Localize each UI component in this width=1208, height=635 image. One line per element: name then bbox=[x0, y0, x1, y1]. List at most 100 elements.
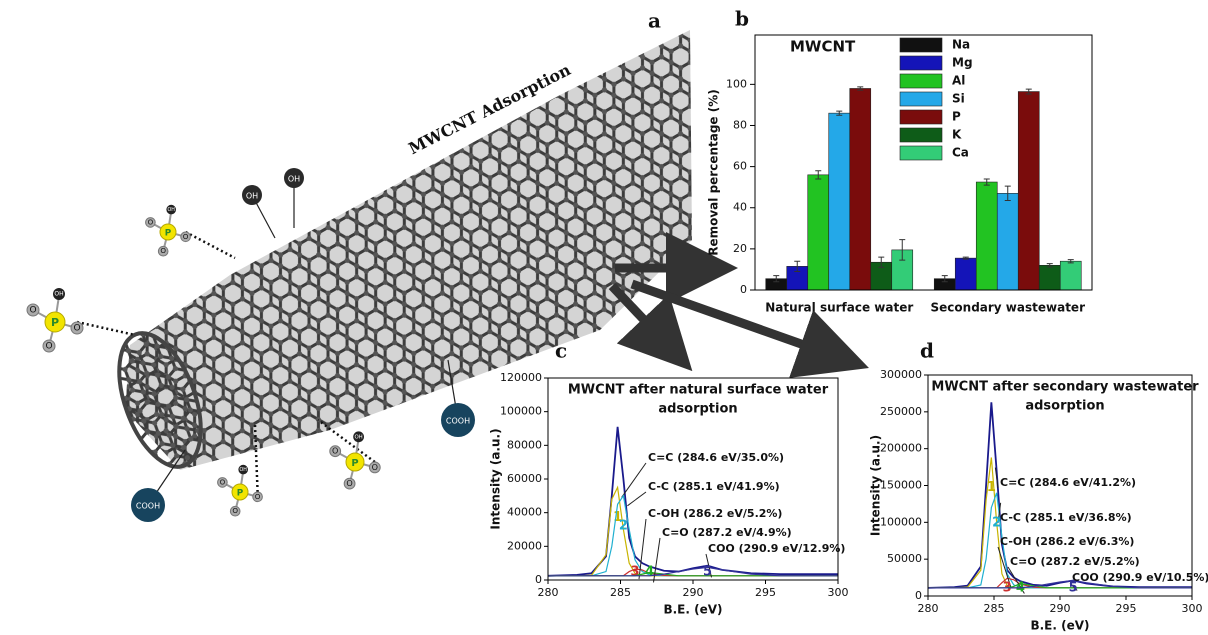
bar bbox=[1017, 91, 1040, 291]
oxygen-label: O bbox=[232, 506, 238, 515]
plot-frame bbox=[754, 34, 1093, 291]
leader-line bbox=[1007, 566, 1025, 594]
y-tick-label: 0 bbox=[740, 283, 747, 296]
error-bar bbox=[1046, 263, 1053, 268]
peak-label: 5 bbox=[1069, 581, 1078, 596]
oxygen-label: O bbox=[220, 477, 226, 486]
annotation: C-OH (286.2 eV/6.3%) bbox=[1000, 535, 1134, 548]
x-axis-label: B.E. (eV) bbox=[1030, 619, 1089, 633]
bar bbox=[954, 257, 977, 291]
arrows bbox=[608, 232, 869, 378]
leader-line bbox=[627, 491, 647, 507]
peak-label: 1 bbox=[987, 480, 996, 495]
oxygen bbox=[343, 477, 356, 490]
plot-frame bbox=[927, 374, 1193, 597]
leader-line bbox=[997, 502, 1002, 524]
bar bbox=[828, 112, 851, 291]
oxygen-label: O bbox=[160, 246, 166, 255]
oh-label: OH bbox=[354, 434, 362, 440]
y-axis-label: Intensity (a.u.) bbox=[869, 435, 883, 536]
y-tick-label: 40 bbox=[733, 201, 747, 214]
error-bar bbox=[1004, 185, 1011, 202]
carboxyl-label: COOH bbox=[446, 417, 470, 426]
leader-line bbox=[997, 546, 1012, 589]
legend-swatch bbox=[899, 109, 943, 125]
x-tick-label: Natural surface water bbox=[765, 301, 913, 315]
bar bbox=[975, 181, 998, 291]
oh-label: OH bbox=[168, 207, 176, 213]
phosphorus bbox=[231, 483, 249, 501]
y-tick-label: 80 bbox=[733, 118, 747, 131]
error-bar bbox=[836, 110, 843, 116]
oxygen bbox=[42, 339, 56, 353]
hydroxyl bbox=[242, 185, 262, 205]
y-tick-label: 250000 bbox=[880, 405, 922, 418]
bar bbox=[807, 174, 830, 291]
panel-label: d bbox=[920, 339, 934, 363]
chart-title: MWCNT bbox=[790, 38, 856, 56]
phosphorus bbox=[159, 223, 177, 241]
y-axis-label: Removal percentage (%) bbox=[707, 89, 721, 256]
phosphorus-label: P bbox=[237, 489, 244, 499]
y-tick-label: 50000 bbox=[887, 552, 922, 565]
oxygen bbox=[252, 491, 263, 503]
legend-label: Na bbox=[952, 38, 970, 52]
peak-label: 4 bbox=[645, 565, 654, 580]
legend-swatch bbox=[899, 127, 943, 143]
legend-swatch bbox=[899, 91, 943, 107]
y-tick-label: 80000 bbox=[507, 438, 542, 451]
bar bbox=[1059, 260, 1082, 291]
y-tick-label: 0 bbox=[535, 573, 542, 586]
peak-label: 2 bbox=[992, 515, 1001, 530]
annotation: C-OH (286.2 eV/5.2%) bbox=[648, 507, 782, 520]
panel-label: b bbox=[735, 7, 749, 31]
y-tick-label: 20000 bbox=[507, 539, 542, 552]
oxygen-label: O bbox=[148, 217, 154, 226]
oxygen-label: O bbox=[183, 232, 189, 241]
chart-title: adsorption bbox=[658, 402, 737, 417]
peak-label: 2 bbox=[619, 518, 628, 533]
x-tick-label: 285 bbox=[984, 602, 1005, 615]
legend-label: Al bbox=[952, 74, 965, 88]
error-bar bbox=[941, 275, 948, 283]
y-axis-label: Intensity (a.u.) bbox=[489, 428, 503, 529]
y-tick-label: 100000 bbox=[500, 405, 542, 418]
chart-title: MWCNT after natural surface water bbox=[568, 383, 829, 398]
oxygen bbox=[145, 217, 156, 228]
error-bar bbox=[857, 86, 864, 91]
legend-swatch bbox=[899, 55, 943, 71]
phosphorus bbox=[345, 452, 365, 472]
y-tick-label: 0 bbox=[915, 589, 922, 602]
panel-label: a bbox=[648, 9, 661, 33]
y-tick-label: 150000 bbox=[880, 479, 922, 492]
annotation: COO (290.9 eV/10.5%) bbox=[1072, 571, 1208, 584]
y-tick-label: 60000 bbox=[507, 472, 542, 485]
error-bar bbox=[815, 170, 822, 180]
error-bar bbox=[962, 256, 969, 260]
oh bbox=[353, 431, 364, 443]
x-tick-label: 300 bbox=[828, 586, 849, 599]
annotation: C=C (284.6 eV/35.0%) bbox=[648, 451, 784, 464]
error-bar bbox=[983, 178, 990, 186]
x-tick-label: 290 bbox=[683, 586, 704, 599]
leader-line bbox=[994, 467, 999, 489]
panel-label: c bbox=[555, 339, 567, 363]
peak-label: 1 bbox=[613, 510, 622, 525]
annotation: C=C (284.6 eV/41.2%) bbox=[1000, 476, 1136, 489]
y-tick-label: 100 bbox=[726, 77, 747, 90]
leader-line bbox=[705, 553, 712, 578]
carboxyl bbox=[131, 488, 165, 522]
y-tick-label: 40000 bbox=[507, 506, 542, 519]
annotation: C=O (287.2 eV/4.9%) bbox=[662, 526, 792, 539]
x-tick-label: 295 bbox=[1116, 602, 1137, 615]
y-tick-label: 200000 bbox=[880, 442, 922, 455]
annotation: COO (290.9 eV/12.9%) bbox=[708, 542, 845, 555]
oxygen bbox=[180, 231, 191, 243]
bar bbox=[849, 88, 872, 291]
oh bbox=[238, 464, 248, 475]
x-axis-label: B.E. (eV) bbox=[663, 603, 722, 617]
oxygen bbox=[157, 245, 169, 257]
x-tick-label: 300 bbox=[1182, 602, 1203, 615]
carboxyl bbox=[441, 403, 475, 437]
